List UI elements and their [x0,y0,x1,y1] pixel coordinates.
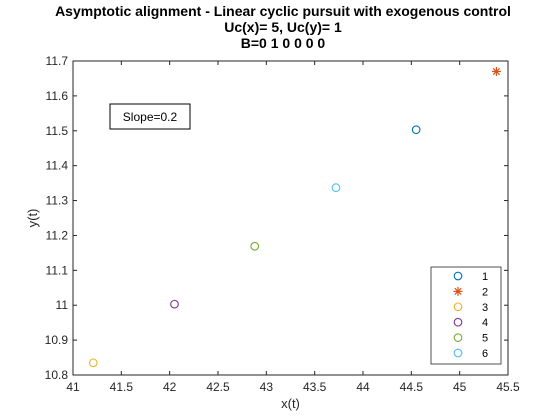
data-point-series-3 [88,358,98,368]
y-tick-label: 11.4 [46,159,69,173]
data-point-series-6 [331,183,341,192]
legend-marker-6 [453,348,463,358]
y-tick-label: 11.3 [46,194,69,208]
legend-marker-3 [453,302,463,312]
legend-marker-5 [453,333,463,342]
data-point-series-1 [411,125,421,135]
slope-annotation-box [109,103,191,130]
legend-marker-1 [453,271,463,281]
x-tick-label: 44 [356,380,370,394]
slope-annotation-text: Slope=0.2 [123,110,178,124]
legend-marker-4 [453,317,463,327]
chart-subtitle-line-2: B=0 1 0 0 0 0 [241,35,326,51]
y-axis-label: y(t) [25,209,40,228]
chart-title: Asymptotic alignment - Linear cyclic pur… [55,3,511,19]
x-axis: 41 41.5 42 42.5 43 43.5 44 44.5 45 45.5 [66,61,520,394]
legend: 1 2 3 4 5 6 [430,266,502,365]
x-tick-label: 42 [163,380,177,394]
y-tick-label: 11.7 [46,54,69,68]
y-tick-label: 11 [56,298,69,312]
data-point-series-4 [170,299,179,309]
legend-label-5: 5 [482,333,488,345]
legend-label-4: 4 [482,317,488,329]
y-tick-label: 10.8 [45,368,69,382]
x-tick-label: 41 [66,380,80,394]
legend-box [430,266,502,365]
y-tick-label: 11.6 [46,89,69,103]
y-axis: 10.8 10.9 11 11.1 11.2 11.3 11.4 11.5 11.6 11.7 [45,54,508,382]
x-tick-label: 45 [453,380,467,394]
x-tick-label: 41.5 [110,380,134,394]
x-tick-label: 44.5 [400,380,424,394]
chart-subtitle-line-1: Uc(x)= 5, Uc(y)= 1 [224,19,342,35]
x-tick-label: 43 [260,380,274,394]
legend-label-3: 3 [482,302,488,314]
y-tick-label: 11.5 [46,124,69,138]
x-tick-label: 43.5 [303,380,327,394]
legend-label-2: 2 [482,286,488,298]
legend-label-6: 6 [482,348,488,360]
y-tick-label: 11.1 [46,263,69,277]
data-point-series-2 [491,66,501,76]
y-tick-label: 11.2 [46,228,69,242]
legend-entries: 1 2 3 4 5 6 [453,271,488,360]
data-points [88,66,501,368]
x-tick-label: 45.5 [496,380,520,394]
slope-annotation: Slope=0.2 [109,103,191,130]
y-tick-label: 10.9 [45,333,69,347]
legend-label-1: 1 [482,271,488,283]
x-tick-label: 42.5 [206,380,230,394]
legend-marker-2 [453,286,463,296]
x-axis-label: x(t) [281,396,300,411]
data-point-series-5 [250,241,260,251]
